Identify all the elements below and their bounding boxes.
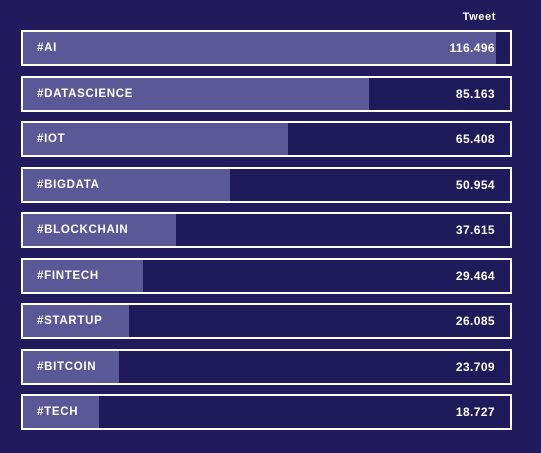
bar-row: #BITCOIN 23.709 — [21, 349, 512, 385]
value-label: 26.085 — [455, 314, 495, 328]
bar-row: #AI 116.496 — [21, 30, 512, 66]
category-label: #BIGDATA — [37, 179, 100, 191]
value-label: 116.496 — [449, 41, 495, 55]
bar — [23, 351, 119, 383]
value-label: 18.727 — [455, 405, 495, 419]
bar — [23, 214, 176, 246]
bar-row: #FINTECH 29.464 — [21, 258, 512, 294]
bar-row: #TECH 18.727 — [21, 394, 512, 430]
value-label: 85.163 — [455, 87, 495, 101]
value-label: 29.464 — [455, 269, 495, 283]
category-label: #DATASCIENCE — [37, 88, 134, 100]
bar-row: #BIGDATA 50.954 — [21, 167, 512, 203]
category-label: #BLOCKCHAIN — [37, 224, 129, 236]
category-label: #IOT — [37, 133, 66, 145]
category-label: #AI — [37, 42, 57, 54]
column-header: Tweet — [462, 11, 496, 23]
category-label: #STARTUP — [37, 315, 103, 327]
category-label: #BITCOIN — [37, 361, 97, 373]
category-label: #TECH — [37, 406, 79, 418]
bar — [23, 78, 369, 110]
bar — [23, 260, 143, 292]
bar-row: #BLOCKCHAIN 37.615 — [21, 212, 512, 248]
bar — [23, 123, 288, 155]
bar — [23, 32, 496, 64]
bar — [23, 169, 230, 201]
value-label: 23.709 — [455, 360, 495, 374]
bar-row: #STARTUP 26.085 — [21, 303, 512, 339]
bar-row: #DATASCIENCE 85.163 — [21, 76, 512, 112]
value-label: 50.954 — [455, 178, 495, 192]
category-label: #FINTECH — [37, 270, 99, 282]
bar — [23, 305, 129, 337]
bar-row: #IOT 65.408 — [21, 121, 512, 157]
value-label: 65.408 — [455, 132, 495, 146]
value-label: 37.615 — [455, 223, 495, 237]
bar — [23, 396, 99, 428]
